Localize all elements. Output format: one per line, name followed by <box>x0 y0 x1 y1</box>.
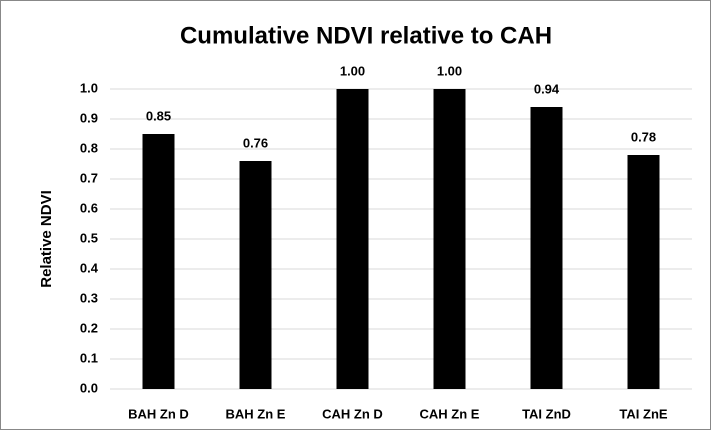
x-tick-label: TAI ZnD <box>522 406 571 421</box>
value-label: 1.00 <box>437 63 462 78</box>
x-tick-label: BAH Zn D <box>128 406 189 421</box>
y-tick-label: 0.8 <box>80 140 98 155</box>
bar <box>142 134 175 389</box>
x-tick-label: TAI ZnE <box>619 406 667 421</box>
y-axis-title: Relative NDVI <box>38 190 55 288</box>
value-label: 1.00 <box>340 63 365 78</box>
bar <box>530 107 563 389</box>
value-label: 0.78 <box>631 129 656 144</box>
value-label: 0.94 <box>534 81 560 96</box>
y-tick-label: 0.4 <box>80 260 99 275</box>
x-tick-label: CAH Zn E <box>420 406 480 421</box>
bar <box>239 161 272 389</box>
y-tick-label: 0.0 <box>80 380 98 395</box>
y-tick-label: 0.7 <box>80 170 98 185</box>
y-tick-label: 0.5 <box>80 230 98 245</box>
y-tick-label: 0.3 <box>80 290 98 305</box>
chart-title: Cumulative NDVI relative to CAH <box>180 22 552 49</box>
y-tick-label: 0.1 <box>80 350 98 365</box>
x-tick-label: CAH Zn D <box>322 406 383 421</box>
bar <box>627 155 660 389</box>
bar <box>336 89 369 389</box>
y-tick-label: 0.9 <box>80 110 98 125</box>
value-label: 0.76 <box>243 135 268 150</box>
y-tick-label: 1.0 <box>80 80 98 95</box>
value-label: 0.85 <box>146 108 171 123</box>
bar <box>433 89 466 389</box>
y-tick-label: 0.2 <box>80 320 98 335</box>
y-tick-label: 0.6 <box>80 200 98 215</box>
x-tick-label: BAH Zn E <box>226 406 286 421</box>
